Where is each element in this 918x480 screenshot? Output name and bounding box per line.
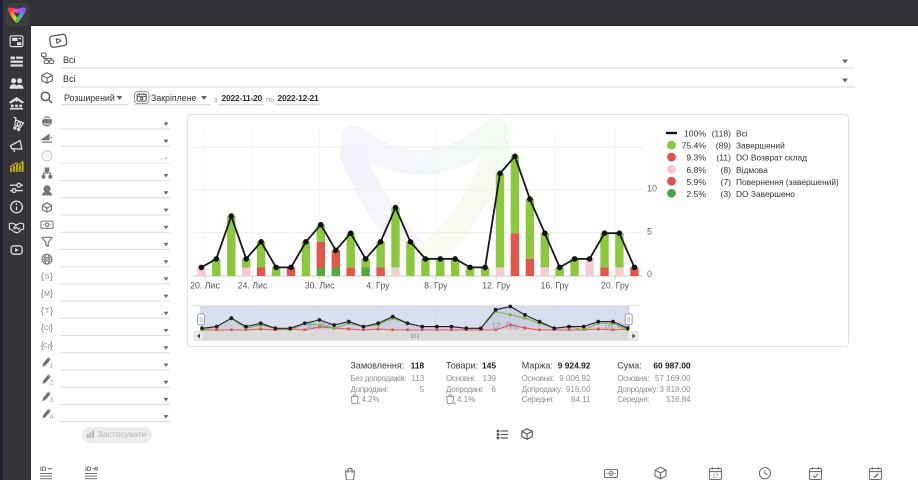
- svg-text:16. Гру: 16. Гру: [541, 281, 570, 291]
- svg-text:}: }: [50, 340, 53, 351]
- svg-text:Основна:: Основна:: [617, 374, 649, 383]
- svg-text:20. Лис: 20. Лис: [190, 281, 220, 291]
- svg-text:113: 113: [411, 374, 424, 383]
- svg-text:5: 5: [420, 385, 425, 394]
- svg-text:ID: ID: [85, 466, 92, 473]
- svg-text:57 169.00: 57 169.00: [655, 374, 691, 383]
- svg-text:9 924.92: 9 924.92: [558, 360, 591, 370]
- svg-text:2: 2: [50, 380, 54, 387]
- svg-text:{: {: [41, 340, 44, 351]
- svg-text:T: T: [45, 308, 50, 315]
- svg-text:6.8%: 6.8%: [686, 165, 706, 175]
- svg-text:9 006.92: 9 006.92: [559, 374, 591, 383]
- svg-text:100%: 100%: [684, 129, 706, 139]
- svg-text:{: {: [41, 288, 44, 299]
- svg-text:918.00: 918.00: [566, 385, 591, 394]
- svg-text:(118): (118): [712, 129, 732, 139]
- svg-text:145: 145: [482, 360, 496, 370]
- svg-text:1: 1: [50, 362, 54, 369]
- svg-text:(3): (3): [720, 189, 731, 199]
- svg-text:?: ?: [45, 154, 49, 161]
- svg-text:Повернення (завершений): Повернення (завершений): [736, 177, 839, 187]
- svg-text:(89): (89): [716, 141, 731, 151]
- svg-text:2.5%: 2.5%: [686, 189, 706, 199]
- svg-text:}: }: [50, 323, 53, 334]
- svg-text:5.9%: 5.9%: [686, 177, 706, 187]
- svg-text:Середня:: Середня:: [522, 395, 554, 404]
- svg-text:}: }: [50, 271, 53, 282]
- svg-text:17: 17: [712, 474, 718, 480]
- svg-text:Допродажу:: Допродажу:: [617, 385, 658, 394]
- svg-text:M: M: [44, 291, 50, 298]
- svg-text:Товари:: Товари:: [446, 360, 478, 370]
- svg-text:4.2%: 4.2%: [362, 395, 380, 404]
- svg-text:75.4%: 75.4%: [682, 141, 707, 151]
- svg-text:x: x: [454, 402, 457, 407]
- svg-text:{: {: [41, 271, 44, 282]
- svg-text:12. Гру: 12. Гру: [482, 281, 511, 291]
- svg-text:10: 10: [647, 184, 657, 194]
- svg-text:12. Гру: 12. Гру: [491, 321, 519, 331]
- svg-text:9.3%: 9.3%: [686, 153, 706, 163]
- svg-text:30. Лис: 30. Лис: [305, 281, 335, 291]
- svg-text:118: 118: [411, 360, 425, 370]
- svg-text:{: {: [41, 323, 44, 334]
- svg-text:Сума:: Сума:: [617, 360, 642, 370]
- svg-text:Основна:: Основна:: [522, 374, 554, 383]
- svg-text:3 818.00: 3 818.00: [659, 385, 691, 394]
- svg-text:0: 0: [647, 269, 652, 279]
- svg-text:24. Лис: 24. Лис: [238, 281, 268, 291]
- svg-text:6: 6: [492, 385, 497, 394]
- svg-text:Відмова: Відмова: [736, 165, 768, 175]
- svg-text:}: }: [50, 305, 53, 316]
- svg-text:}: }: [50, 288, 53, 299]
- svg-text:Допродані:: Допродані:: [446, 385, 484, 394]
- svg-text:60 987.00: 60 987.00: [653, 360, 691, 370]
- svg-text:Середня:: Середня:: [617, 395, 649, 404]
- svg-text:Основні:: Основні:: [446, 374, 475, 383]
- svg-text:20. Гру: 20. Гру: [601, 281, 630, 291]
- svg-text:4.1%: 4.1%: [457, 395, 475, 404]
- svg-text:5: 5: [647, 226, 652, 236]
- svg-text:DO Возврат склад: DO Возврат склад: [736, 153, 807, 163]
- svg-text:Завершений: Завершений: [736, 141, 785, 151]
- svg-text:ID: ID: [40, 466, 47, 473]
- svg-text:Ct: Ct: [44, 325, 50, 332]
- svg-text:84.11: 84.11: [571, 395, 591, 404]
- svg-text:Маржа:: Маржа:: [522, 360, 553, 370]
- svg-text:Допродані:: Допродані:: [351, 385, 389, 394]
- svg-text:S: S: [45, 274, 50, 281]
- svg-text:Замовлення:: Замовлення:: [351, 360, 405, 370]
- svg-text:(8): (8): [720, 165, 731, 175]
- svg-text:8. Гру: 8. Гру: [424, 281, 448, 291]
- svg-text:{: {: [41, 305, 44, 316]
- svg-text:516.84: 516.84: [666, 395, 691, 404]
- svg-text:4. Гру: 4. Гру: [366, 281, 390, 291]
- svg-text:DO Завершено: DO Завершено: [736, 189, 795, 199]
- svg-text:Cp: Cp: [43, 342, 51, 349]
- svg-text:Допродажу:: Допродажу:: [522, 385, 563, 394]
- svg-text:Без допродажів:: Без допродажів:: [351, 374, 407, 383]
- svg-text:x: x: [358, 402, 361, 407]
- svg-text:(7): (7): [720, 177, 731, 187]
- svg-text:(11): (11): [716, 153, 731, 163]
- svg-text:Всі: Всі: [736, 129, 748, 139]
- svg-text:139: 139: [483, 374, 497, 383]
- svg-text:3: 3: [50, 397, 54, 404]
- svg-text:4: 4: [50, 414, 54, 421]
